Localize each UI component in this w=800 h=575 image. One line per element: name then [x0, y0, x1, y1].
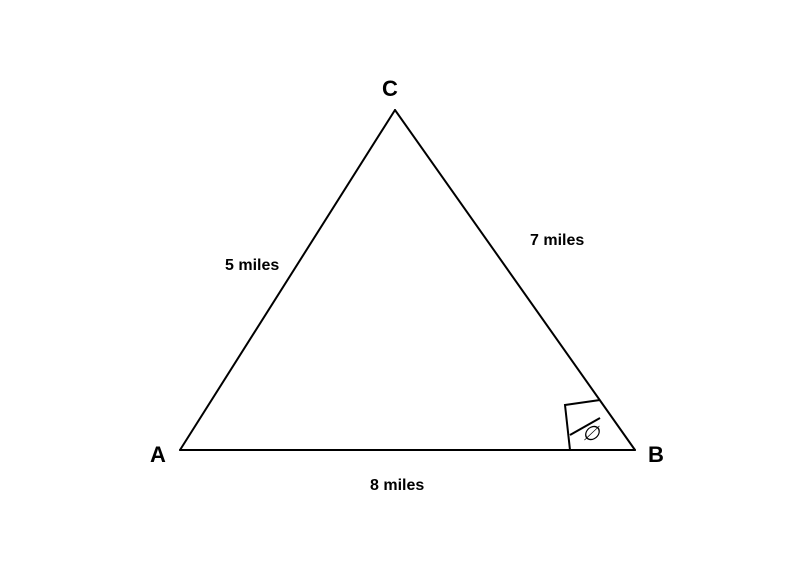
side-label-ab: 8 miles — [370, 477, 424, 494]
side-label-bc: 7 miles — [530, 232, 584, 249]
vertex-label-b: B — [648, 442, 664, 467]
triangle-diagram: A B C 5 miles 7 miles 8 miles ∅ — [0, 0, 800, 575]
triangle-edges — [180, 110, 635, 450]
vertex-label-c: C — [382, 76, 398, 101]
vertex-label-a: A — [150, 442, 166, 467]
side-label-ac: 5 miles — [225, 257, 279, 274]
angle-phi-symbol: ∅ — [582, 423, 601, 445]
